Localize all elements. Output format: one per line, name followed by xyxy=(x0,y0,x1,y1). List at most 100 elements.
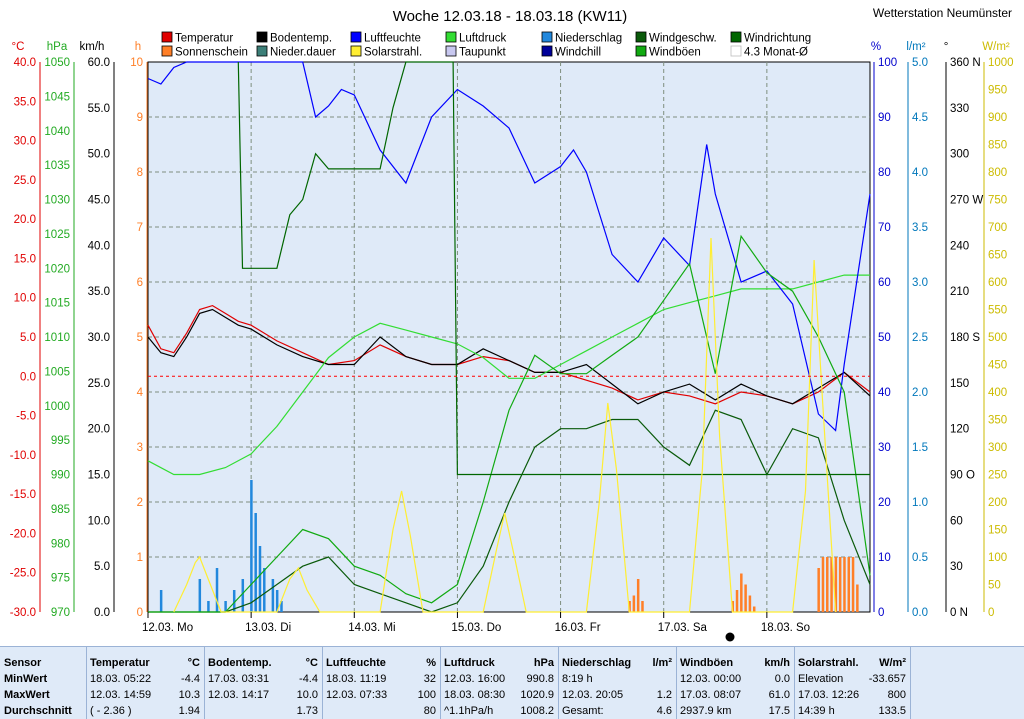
legend-item[interactable]: Nieder.dauer xyxy=(256,45,336,59)
legend-item[interactable]: Windböen xyxy=(635,45,701,59)
stats-col-unit: W/m² xyxy=(879,657,906,669)
stats-cell-label: 18.03. 05:22 xyxy=(90,673,152,685)
weather-chart: Woche 12.03.18 - 18.03.18 (KW11) Wetters… xyxy=(9,6,1014,642)
legend-swatch xyxy=(350,45,362,57)
stats-col-unit: % xyxy=(426,657,436,669)
series-luftfeuchte xyxy=(147,61,871,432)
tick-label: 900 xyxy=(988,112,1007,124)
bar-sonnenschein xyxy=(834,557,838,612)
legend-item[interactable]: Luftfeuchte xyxy=(350,31,421,45)
line-layer xyxy=(147,61,871,613)
tick-label: 400 xyxy=(988,387,1007,399)
tick-label: 1000 xyxy=(988,57,1014,69)
legend-item[interactable]: Niederschlag xyxy=(541,31,622,45)
legend-label: 4.3 Monat-Ø xyxy=(744,47,808,59)
stats-cell-label: Gesamt: xyxy=(562,705,604,717)
stats-cell-value: 1.94 xyxy=(178,705,200,717)
bar-sonnenschein xyxy=(847,557,851,612)
day-label: 18.03. So xyxy=(761,622,810,634)
current-time-marker xyxy=(725,632,735,642)
tick-label: 9 xyxy=(137,112,143,124)
bar-sonnenschein xyxy=(748,595,752,612)
legend-item[interactable]: Windchill xyxy=(541,45,601,59)
tick-label: 330 xyxy=(950,103,969,115)
row-label-avg: Durchschnitt xyxy=(4,705,72,717)
bar-niederschlag xyxy=(207,601,210,612)
stats-col-unit: °C xyxy=(187,657,200,669)
stats-col-unit: °C xyxy=(305,657,318,669)
stats-cell-label: Elevation xyxy=(798,673,844,685)
legend-item[interactable]: Temperatur xyxy=(161,31,233,45)
stats-col-title: Bodentemp. xyxy=(208,657,272,669)
bar-sonnenschein xyxy=(851,557,855,612)
tick-label: 30.0 xyxy=(88,332,110,344)
tick-label: -10.0 xyxy=(10,450,36,462)
bar-niederschlag xyxy=(254,513,257,612)
stats-col-6: Solarstrahl. W/m² Elevation -33.657 17.03. 1… xyxy=(794,647,911,719)
axis-unit: l/m² xyxy=(906,41,925,53)
legend-item[interactable]: Luftdruck xyxy=(445,31,507,45)
bar-sonnenschein xyxy=(856,584,859,612)
bar-niederschlag xyxy=(241,579,245,612)
legend-item[interactable]: Windgeschw. xyxy=(635,31,717,45)
legend-label: Solarstrahl. xyxy=(364,47,422,59)
tick-label: 90 xyxy=(878,112,891,124)
tick-label: 600 xyxy=(988,277,1007,289)
stats-cell-label: ( - 2.36 ) xyxy=(90,705,132,717)
legend-item[interactable]: 4.3 Monat-Ø xyxy=(730,45,808,59)
tick-label: 300 xyxy=(988,442,1007,454)
day-label: 15.03. Do xyxy=(451,622,501,634)
tick-label: -5.0 xyxy=(16,411,36,423)
tick-label: 40.0 xyxy=(88,240,110,252)
legend-item[interactable]: Sonnenschein xyxy=(161,45,248,59)
bar-layer xyxy=(159,480,859,612)
tick-label: 25.0 xyxy=(88,378,110,390)
tick-label: 0.0 xyxy=(94,607,110,619)
bar-niederschlag xyxy=(280,601,283,612)
legend-swatch xyxy=(256,45,268,57)
stats-cell-value: 10.3 xyxy=(178,689,200,701)
day-label: 12.03. Mo xyxy=(142,622,193,634)
axis-unit: °C xyxy=(12,41,25,53)
tick-label: 240 xyxy=(950,240,969,252)
legend-label: Windgeschw. xyxy=(649,33,717,45)
stats-cell-label: 18.03. 08:30 xyxy=(444,689,506,701)
tick-label: 270 W xyxy=(950,195,983,207)
stats-cell-value: 10.0 xyxy=(296,689,318,701)
legend-label: Windchill xyxy=(555,47,601,59)
stats-cell-label: 12.03. 16:00 xyxy=(444,673,506,685)
stats-cell-label: 17.03. 03:31 xyxy=(208,673,270,685)
legend-swatch xyxy=(635,31,647,43)
legend-label: Windböen xyxy=(649,47,701,59)
tick-label: 60 xyxy=(878,277,891,289)
stats-cell-value: 800 xyxy=(887,689,906,701)
stats-cell-label: 17.03. 12:26 xyxy=(798,689,860,701)
stats-col-3: Luftdruck hPa 12.03. 16:00 990.8 18.03. 08:3… xyxy=(440,647,559,719)
legend-swatch xyxy=(730,31,742,43)
legend-swatch xyxy=(635,45,647,57)
tick-label: 980 xyxy=(51,538,70,550)
axis-unit: % xyxy=(871,41,881,53)
legend-item[interactable]: Windrichtung xyxy=(730,31,811,45)
tick-label: 0 N xyxy=(950,607,968,619)
legend-item[interactable]: Taupunkt xyxy=(445,45,506,59)
tick-label: 30 xyxy=(878,442,891,454)
tick-label: 5.0 xyxy=(912,57,928,69)
tick-label: 250 xyxy=(988,470,1007,482)
legend-item[interactable]: Bodentemp. xyxy=(256,31,332,45)
stats-col-title: Temperatur xyxy=(90,657,150,669)
tick-label: 0.0 xyxy=(20,371,36,383)
stats-col-0: Temperatur °C 18.03. 05:22 -4.4 12.03. 14:59… xyxy=(86,647,205,719)
legend-swatch xyxy=(541,45,553,57)
axis-unit: km/h xyxy=(80,41,105,53)
tick-label: 3 xyxy=(137,442,143,454)
axes-layer: °C40.035.030.025.020.015.010.05.00.0-5.0… xyxy=(10,41,1014,619)
tick-label: 4 xyxy=(137,387,144,399)
tick-label: 1015 xyxy=(44,298,70,310)
stats-col-unit: km/h xyxy=(764,657,790,669)
stats-col-4: Niederschlag l/m² 8:19 h 12.03. 20:05 1.2 Ges… xyxy=(558,647,677,719)
stats-col-title: Niederschlag xyxy=(562,657,632,669)
legend-item[interactable]: Solarstrahl. xyxy=(350,45,422,59)
stats-cell-label: 14:39 h xyxy=(798,705,835,717)
tick-label: 20 xyxy=(878,497,891,509)
